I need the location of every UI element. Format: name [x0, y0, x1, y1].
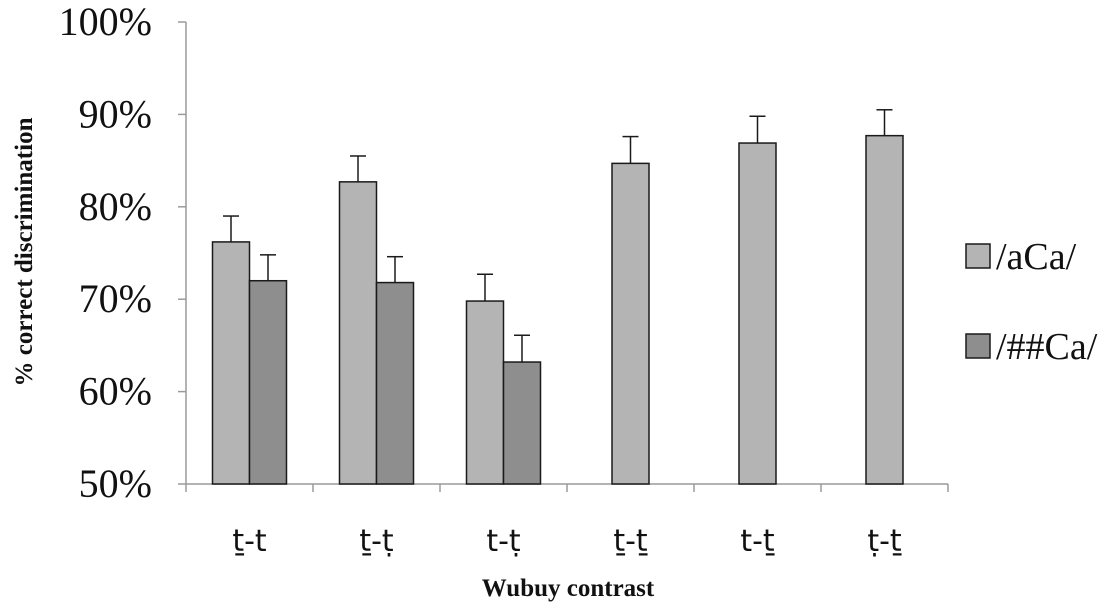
x-axis-title: Wubuy contrast	[482, 575, 655, 602]
bar-aca	[465, 300, 505, 485]
legend: /aCa/ /##Ca/	[965, 236, 1098, 368]
x-axis-ticks: ṯ-t ṯ-ṭ t-ṭ ṯ-ṯ t-ṯ ṭ-ṯ	[185, 484, 949, 559]
y-tick-label: 60%	[79, 369, 152, 414]
y-tick-label: 90%	[79, 91, 152, 136]
y-tick-label: 80%	[79, 184, 152, 229]
bar-aca	[738, 142, 777, 485]
y-axis-ticks: 50% 60% 70% 80% 90% 100%	[59, 0, 186, 506]
x-tick-label: ṭ-ṯ	[867, 524, 902, 559]
legend-label: /##Ca/	[996, 326, 1098, 368]
x-tick-label: ṯ-ṭ	[359, 524, 394, 559]
legend-swatch	[965, 333, 991, 359]
bar-aca	[611, 162, 650, 485]
bar-aca	[865, 134, 904, 485]
bar-hash-ca	[502, 361, 542, 485]
bar-hash-ca	[375, 281, 415, 485]
y-tick-label: 50%	[79, 461, 152, 506]
plot-area	[185, 22, 948, 485]
legend-swatch	[965, 243, 991, 269]
x-tick-label: t-ṯ	[740, 524, 775, 559]
bar-aca	[338, 181, 378, 485]
bar-aca	[211, 241, 251, 485]
y-tick-label: 70%	[79, 276, 152, 321]
x-tick-label: t-ṭ	[486, 524, 521, 559]
x-tick-label: ṯ-ṯ	[613, 524, 648, 559]
y-tick-label: 100%	[59, 0, 152, 44]
y-axis-title: % correct discrimination	[11, 117, 38, 386]
bar-hash-ca	[248, 279, 288, 485]
legend-label: /aCa/	[996, 236, 1077, 278]
x-tick-label: ṯ-t	[232, 524, 267, 559]
